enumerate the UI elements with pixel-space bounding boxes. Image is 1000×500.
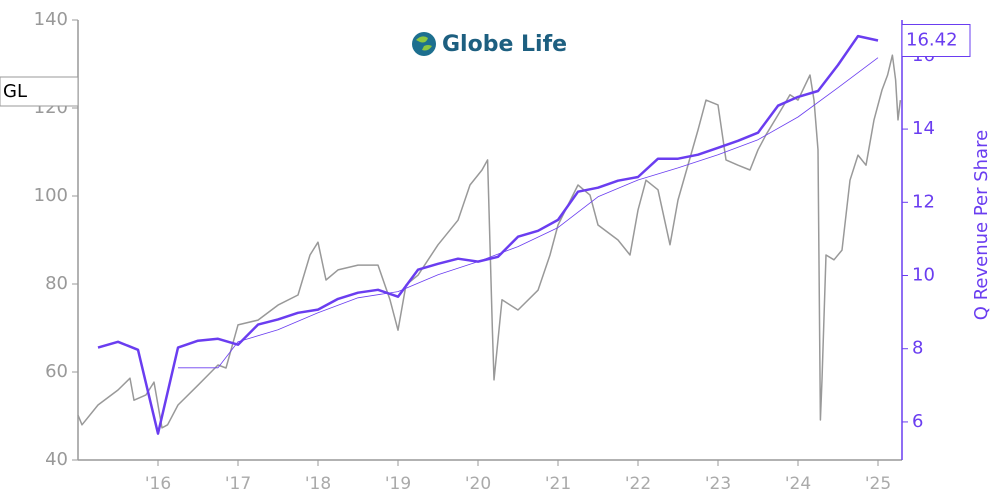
x-tick-label: '21: [545, 474, 571, 494]
y2-axis-label: Q Revenue Per Share: [971, 130, 992, 320]
x-tick-label: '23: [705, 474, 731, 494]
y-tick-label: 80: [45, 273, 68, 294]
logo-leaf: [416, 36, 432, 51]
logo-text: Globe Life: [442, 32, 567, 57]
x-tick-label: '18: [305, 474, 331, 494]
x-tick-label: '19: [385, 474, 411, 494]
x-tick-label: '20: [465, 474, 491, 494]
ticker-label: GL: [3, 81, 27, 102]
last-value-box: [901, 23, 971, 57]
ticker-box-bg: [0, 76, 79, 107]
x-tick-label: '17: [225, 474, 251, 494]
x-tick-label: '22: [625, 474, 651, 494]
y-tick-label: 60: [45, 361, 68, 382]
ticker-box: GL: [0, 76, 79, 107]
logo-icon: [412, 32, 436, 56]
y2-tick-label: 12: [912, 191, 935, 212]
y2-tick-label: 6: [912, 411, 923, 432]
y2-tick-label: 14: [912, 118, 935, 139]
series-line: [77, 54, 902, 429]
last-value-label: 16.42: [906, 29, 958, 50]
y2-tick-label: 8: [912, 338, 923, 359]
series-line: [97, 34, 879, 435]
x-tick-label: '24: [785, 474, 811, 494]
x-tick-label: '25: [865, 474, 891, 494]
y-tick-label: 100: [34, 185, 68, 206]
logo: Globe Life: [412, 32, 567, 57]
x-tick-label: '16: [145, 474, 171, 494]
y2-tick-label: 10: [912, 265, 935, 286]
series-line: [178, 57, 879, 369]
y-tick-label: 140: [34, 9, 68, 30]
y-tick-label: 40: [45, 449, 68, 470]
